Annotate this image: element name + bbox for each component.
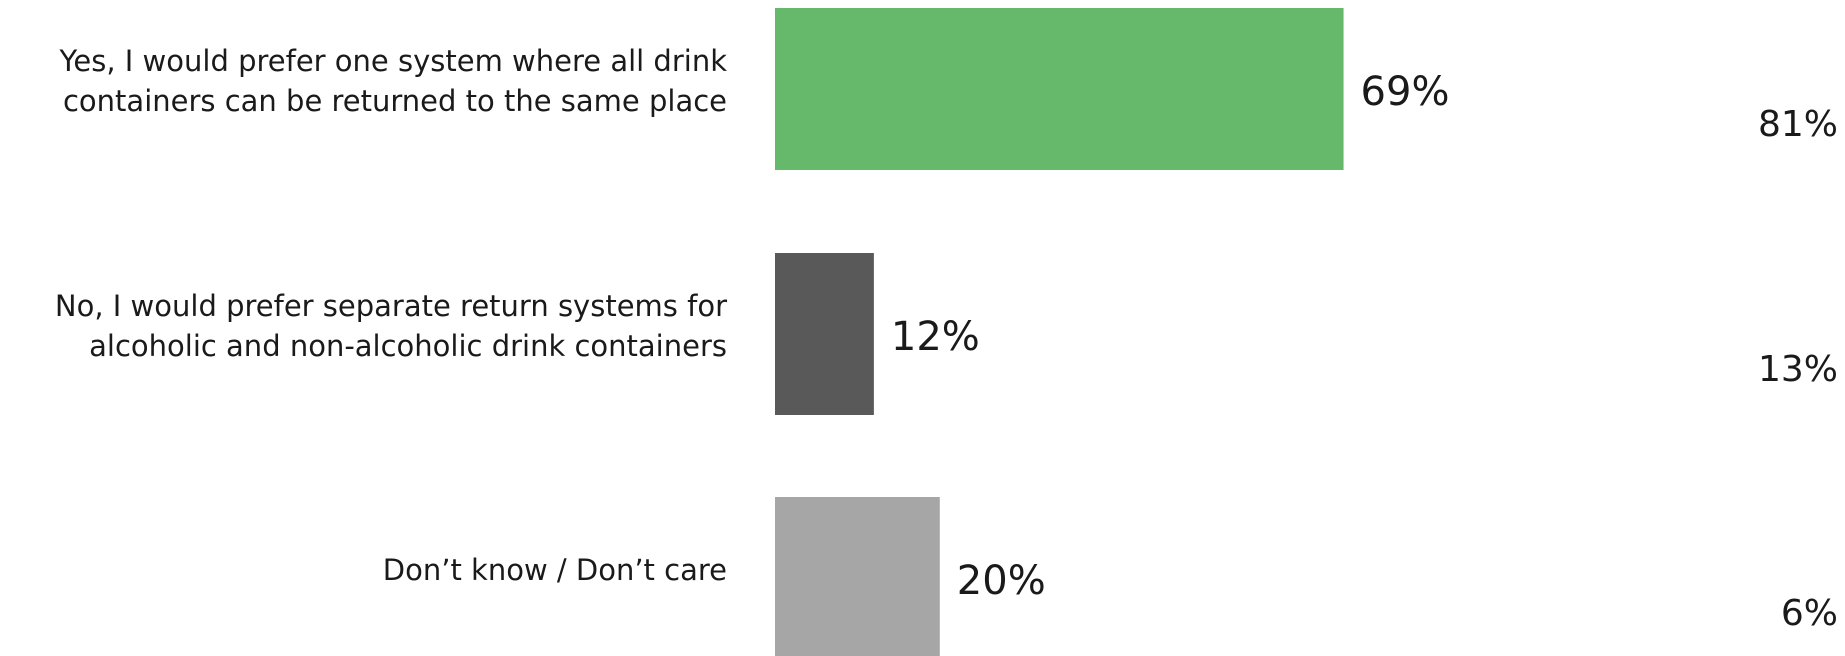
category-label-2-line-2: alcoholic and non-alcoholic drink contai… — [89, 329, 727, 363]
comparison-label-1: 81% — [1758, 104, 1838, 145]
bar-2 — [775, 253, 874, 415]
category-label-1-line-1: Yes, I would prefer one system where all… — [59, 44, 728, 78]
category-label-2-line-1: No, I would prefer separate return syste… — [55, 289, 727, 323]
comparison-label-3: 6% — [1781, 593, 1838, 634]
bar-1 — [775, 8, 1344, 170]
value-label-1: 69% — [1361, 69, 1450, 115]
value-label-2: 12% — [891, 314, 980, 360]
category-label-3-line-1: Don’t know / Don’t care — [383, 553, 727, 587]
bar-3 — [775, 497, 940, 656]
bars-layer — [775, 8, 1344, 656]
comparison-label-2: 13% — [1758, 349, 1838, 390]
value-label-3: 20% — [957, 558, 1046, 604]
category-label-1-line-2: containers can be returned to the same p… — [63, 84, 727, 118]
labels-layer: 69% Yes, I would prefer one system where … — [55, 44, 1838, 634]
